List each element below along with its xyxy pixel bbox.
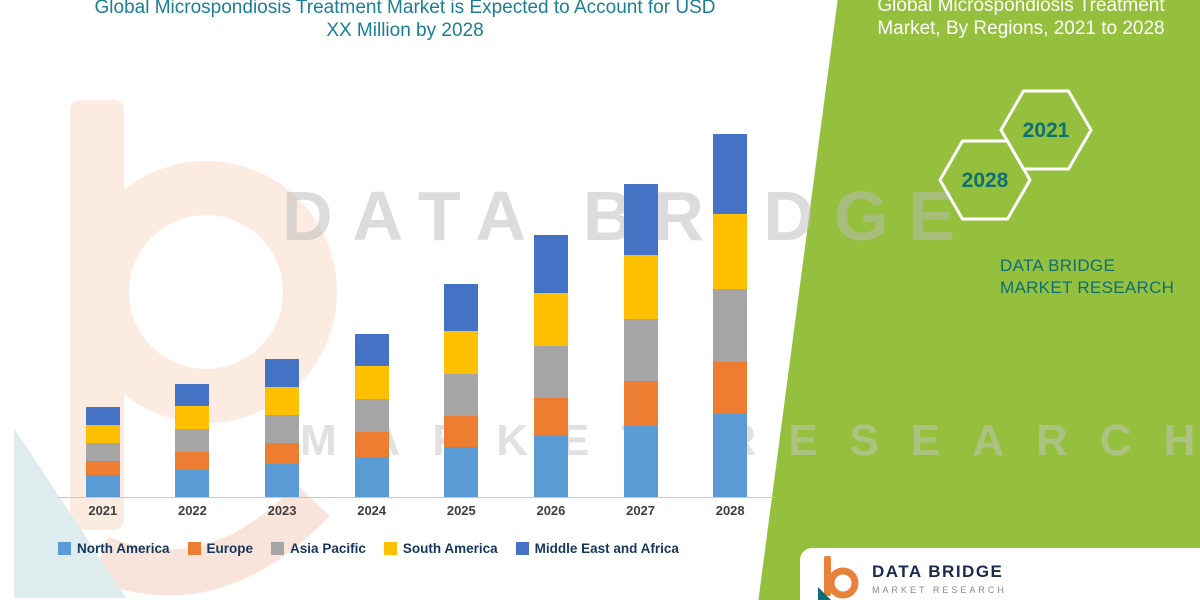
x-axis-label-2028: 2028 <box>715 503 745 518</box>
legend-label: South America <box>402 541 498 556</box>
segment-europe <box>265 443 300 464</box>
segment-europe <box>623 381 658 426</box>
segment-north-america <box>533 436 568 497</box>
segment-middle-east-and-africa <box>623 184 658 255</box>
stacked-bar-2024 <box>354 334 389 497</box>
segment-middle-east-and-africa <box>533 235 568 293</box>
hexagon-year-2021: 2021 <box>1023 119 1070 142</box>
legend-swatch <box>271 542 285 555</box>
segment-europe <box>85 461 120 475</box>
segment-south-america <box>265 387 300 415</box>
x-axis-label-2025: 2025 <box>446 503 476 518</box>
stacked-bar-2023 <box>265 359 300 497</box>
x-axis-label-2026: 2026 <box>536 503 566 518</box>
legend-label: Europe <box>206 541 254 556</box>
bar-column-2023 <box>238 359 327 497</box>
bar-column-2021 <box>58 407 147 497</box>
year-hexagons: 2028 2021 <box>938 89 1093 221</box>
segment-europe <box>444 416 479 447</box>
segment-middle-east-and-africa <box>265 359 300 387</box>
segment-north-america <box>85 475 120 497</box>
segment-asia-pacific <box>444 374 479 416</box>
legend-label: Asia Pacific <box>290 541 366 556</box>
segment-south-america <box>175 406 210 429</box>
x-axis-label-2023: 2023 <box>267 503 297 518</box>
bar-column-2026 <box>506 235 595 497</box>
segment-europe <box>533 398 568 436</box>
bar-column-2025 <box>417 284 506 497</box>
segment-north-america <box>713 414 748 497</box>
footer-brand-sub: MARKET RESEARCH <box>872 585 1007 595</box>
segment-asia-pacific <box>533 346 568 398</box>
segment-north-america <box>623 426 658 497</box>
segment-south-america <box>444 331 479 374</box>
segment-middle-east-and-africa <box>85 407 120 425</box>
right-panel-title: Global Microspondiosis Treatment Market,… <box>877 0 1165 39</box>
segment-asia-pacific <box>354 399 389 432</box>
segment-south-america <box>85 425 120 443</box>
watermark-data-bridge: DATA BRIDGE <box>282 177 976 255</box>
x-axis-label-2024: 2024 <box>357 503 387 518</box>
chart-legend: North America Europe Asia Pacific South Ame… <box>58 541 679 556</box>
segment-south-america <box>713 214 748 289</box>
stacked-bar-2027 <box>623 184 658 497</box>
segment-south-america <box>623 255 658 319</box>
segment-north-america <box>265 464 300 497</box>
segment-south-america <box>354 366 389 399</box>
segment-middle-east-and-africa <box>713 134 748 214</box>
legend-swatch <box>383 542 397 555</box>
segment-north-america <box>444 447 479 497</box>
dbmr-logo-watermark <box>14 100 337 598</box>
x-axis-label-2027: 2027 <box>626 503 656 518</box>
chart-title: Global Microspondiosis Treatment Market … <box>94 0 716 41</box>
stacked-bar-2021 <box>85 407 120 497</box>
dbmr-logo-icon <box>818 556 859 600</box>
segment-europe <box>354 432 389 457</box>
segment-asia-pacific <box>85 443 120 461</box>
segment-europe <box>175 452 210 470</box>
legend-swatch <box>187 542 201 555</box>
right-panel-brand: DATA BRIDGE MARKET RESEARCH <box>1000 256 1175 297</box>
x-axis-label-2021: 2021 <box>88 503 118 518</box>
segment-north-america <box>175 470 210 497</box>
bar-column-2028 <box>686 134 775 497</box>
legend-item-north-america: North America <box>58 541 170 556</box>
legend-item-middle-east-and-africa: Middle East and Africa <box>515 541 679 556</box>
legend-label: Middle East and Africa <box>534 541 679 556</box>
segment-asia-pacific <box>623 319 658 381</box>
legend-label: North America <box>77 541 170 556</box>
segment-north-america <box>354 457 389 497</box>
stacked-bar-2028 <box>713 134 748 497</box>
legend-swatch <box>515 542 529 555</box>
bar-column-2022 <box>148 384 237 497</box>
legend-item-south-america: South America <box>383 541 498 556</box>
footer-logo-words: DATA BRIDGE MARKET RESEARCH <box>872 554 1007 595</box>
segment-middle-east-and-africa <box>444 284 479 331</box>
footer-logo-plate: DATA BRIDGE MARKET RESEARCH <box>800 548 1200 600</box>
x-axis-labels: 2021 2022 2023 2024 2025 2026 2027 2028 <box>58 503 775 518</box>
stacked-bar-2022 <box>175 384 210 497</box>
bar-column-2024 <box>327 334 416 497</box>
segment-middle-east-and-africa <box>354 334 389 366</box>
legend-item-asia-pacific: Asia Pacific <box>271 541 366 556</box>
segment-middle-east-and-africa <box>175 384 210 406</box>
x-axis-label-2022: 2022 <box>177 503 207 518</box>
segment-south-america <box>533 293 568 346</box>
segment-asia-pacific <box>175 429 210 452</box>
legend-item-europe: Europe <box>187 541 254 556</box>
legend-swatch <box>58 542 71 555</box>
footer-brand-name: DATA BRIDGE <box>872 562 1004 581</box>
stacked-bar-2025 <box>444 284 479 497</box>
hexagon-year-2028: 2028 <box>962 169 1009 192</box>
stacked-bar-chart <box>58 118 775 498</box>
stacked-bar-2026 <box>533 235 568 497</box>
segment-asia-pacific <box>713 289 748 362</box>
segment-europe <box>713 362 748 414</box>
segment-asia-pacific <box>265 415 300 443</box>
bar-column-2027 <box>596 184 685 497</box>
